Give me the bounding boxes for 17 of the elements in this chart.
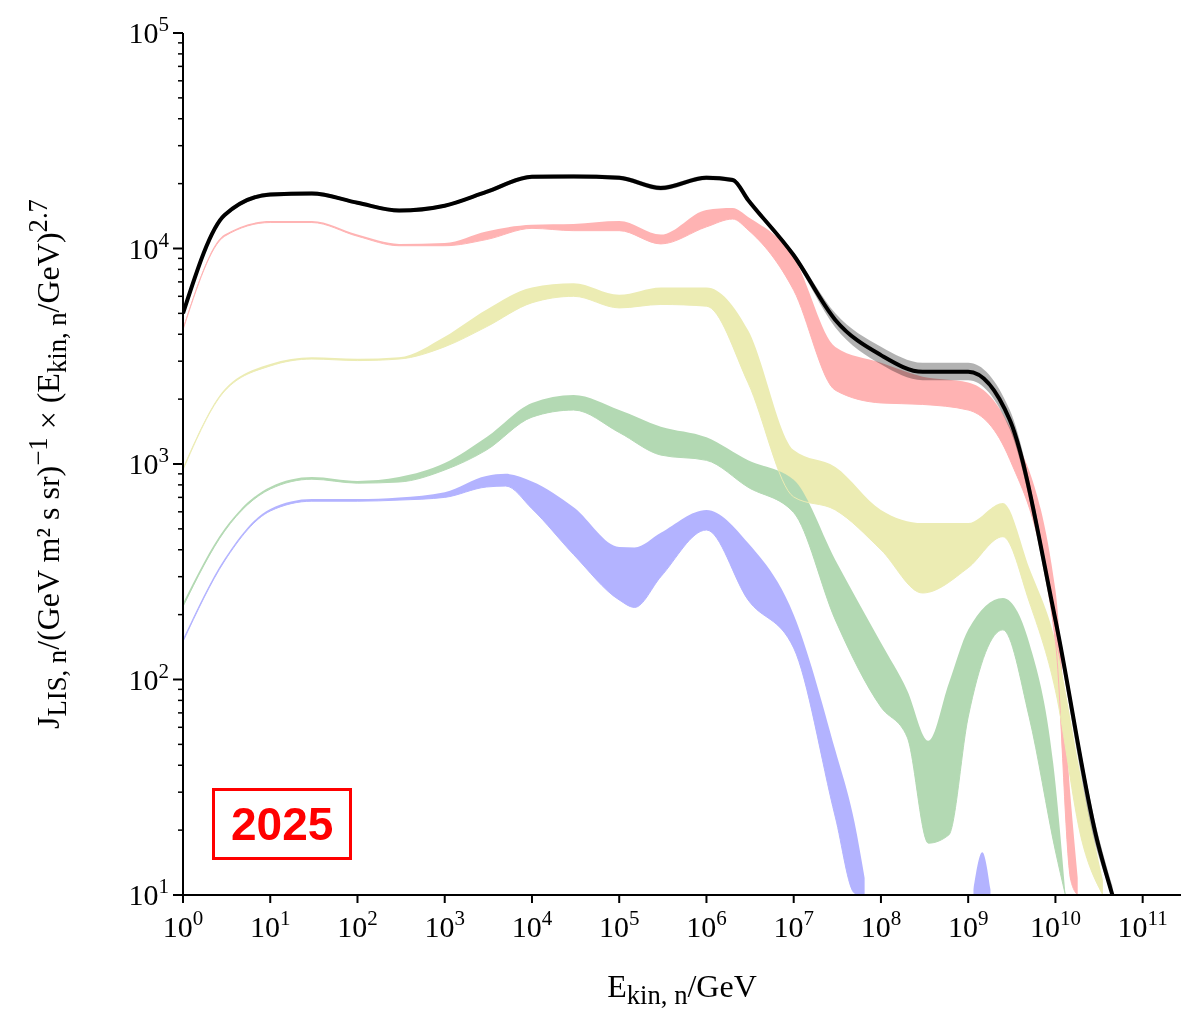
x-tick-label: 10$^{1}$	[249, 906, 291, 943]
y-tick-label: 10$^{3}$	[128, 443, 169, 480]
y-tick-label: 10$^{2}$	[128, 658, 169, 696]
x-tick-label: 10$^{5}$	[598, 906, 640, 943]
y-tick-label: 10$^{4}$	[128, 227, 170, 265]
x-tick-label: 10$^{10}$	[1029, 906, 1081, 943]
x-tick-label: 10$^{3}$	[424, 906, 465, 943]
x-tick-label: 10$^{7}$	[773, 906, 814, 943]
annotation: 2025	[212, 788, 353, 860]
x-tick-label: 10$^{9}$	[947, 906, 989, 943]
x-tick-label: 10$^{8}$	[860, 906, 902, 943]
x-tick-label: 10$^{2}$	[337, 906, 378, 943]
y-tick-label: 10$^{5}$	[128, 12, 169, 49]
x-axis-title: E$_{kin, n}$/GeV	[606, 968, 758, 1012]
x-tick-label: 10$^{4}$	[511, 906, 553, 943]
x-tick-label: 10$^{6}$	[686, 906, 727, 943]
x-tick-label: 10$^{11}$	[1117, 906, 1168, 943]
